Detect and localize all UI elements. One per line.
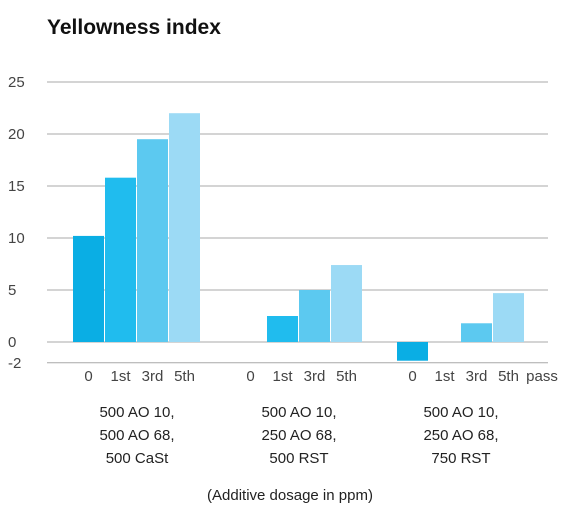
bar-group1-3rd [137, 139, 168, 342]
bar-group2-5th [331, 265, 362, 342]
bar-group3-0 [397, 342, 428, 361]
x-tick-label-pass: pass [526, 368, 558, 385]
bar-group2-1st [267, 316, 298, 342]
bar-group3-5th [493, 293, 524, 342]
bar-group1-0 [73, 235, 104, 342]
y-tick-label: 0 [8, 334, 16, 351]
x-tick-label: 5th [174, 368, 195, 385]
x-tick-label: 1st [272, 368, 293, 385]
bar-group1-1st [105, 177, 136, 342]
group-label-line: 500 AO 10, [261, 404, 336, 421]
bar-group2-3rd [299, 290, 330, 342]
x-tick-label: 1st [434, 368, 455, 385]
y-tick-label: 5 [8, 282, 16, 299]
group-label-line: 250 AO 68, [423, 427, 498, 444]
x-tick-label: 3rd [466, 368, 488, 385]
x-tick-label: 3rd [142, 368, 164, 385]
x-tick-labels: 0 1st 3rd 5th 0 1st 3rd 5th 0 1st 3rd 5th pass [84, 368, 558, 385]
x-tick-label: 0 [246, 368, 254, 385]
y-tick-labels: -2 0 5 10 15 20 25 [8, 74, 25, 372]
bar-group1-5th [169, 113, 200, 342]
y-tick-label: 10 [8, 230, 25, 247]
y-tick-label: 15 [8, 178, 25, 195]
y-tick-label: 20 [8, 126, 25, 143]
bar-group3-3rd [461, 323, 492, 342]
group-labels: 500 AO 10, 500 AO 68, 500 CaSt 500 AO 10, 25… [99, 404, 498, 467]
group-label-line: 750 RST [431, 450, 490, 467]
y-tick-label: -2 [8, 355, 21, 372]
x-tick-label: 5th [498, 368, 519, 385]
group-label-line: 500 RST [269, 450, 328, 467]
group-label-line: 250 AO 68, [261, 427, 336, 444]
x-tick-label: 5th [336, 368, 357, 385]
y-tick-label: 25 [8, 74, 25, 91]
group-label-line: 500 CaSt [106, 450, 169, 467]
group-label-line: 500 AO 10, [99, 404, 174, 421]
group-label-line: 500 AO 68, [99, 427, 174, 444]
group-label-line: 500 AO 10, [423, 404, 498, 421]
x-tick-label: 0 [408, 368, 416, 385]
x-tick-label: 1st [110, 368, 131, 385]
chart-title: Yellowness index [47, 16, 221, 39]
x-axis-label: (Additive dosage in ppm) [207, 487, 373, 504]
x-tick-label: 3rd [304, 368, 326, 385]
x-tick-label: 0 [84, 368, 92, 385]
bars [73, 113, 524, 361]
